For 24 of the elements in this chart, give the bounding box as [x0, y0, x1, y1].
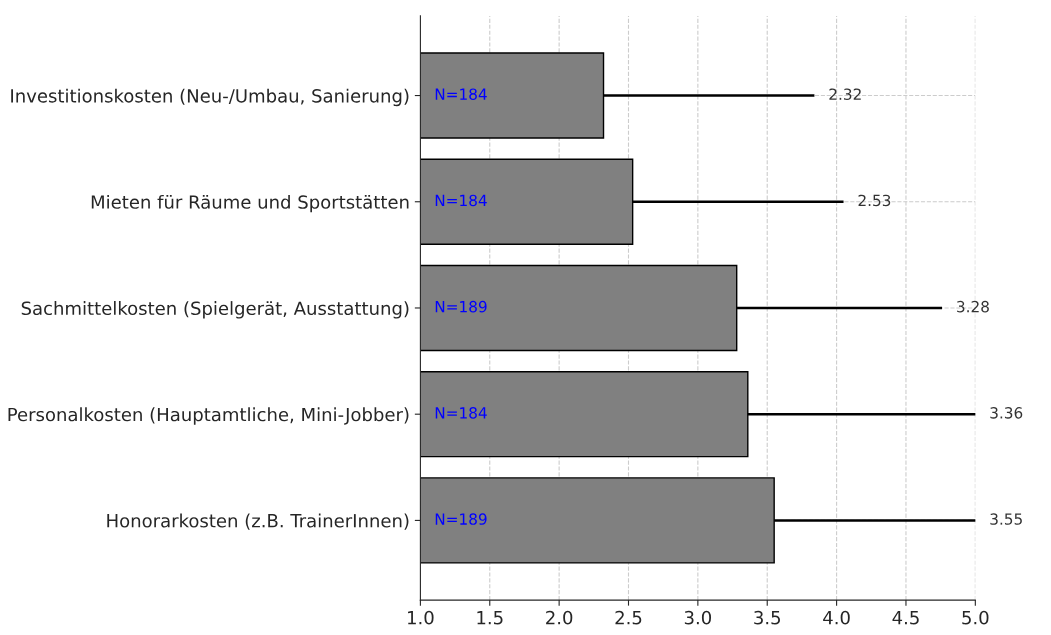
annotation: 3.28 [957, 300, 989, 313]
x-tick-label: 1.5 [477, 611, 503, 625]
annotation: 3.36 [990, 407, 1023, 419]
annotation: 3.55 [990, 513, 1022, 525]
x-tick-label: 3.5 [754, 610, 781, 625]
annotation: N=189 [435, 513, 487, 525]
annotation: 2.53 [858, 194, 891, 207]
y-tick-label: Personalkosten (Hauptamtliche, Mini-Jobber) [8, 407, 409, 425]
annotation: N=184 [435, 407, 487, 419]
x-tick-label: 5.0 [962, 610, 989, 625]
y-tick-label: Honorarkosten (z.B. TrainerInnen) [107, 513, 409, 530]
x-tick-label: 3.0 [684, 610, 712, 625]
annotation: N=184 [435, 88, 487, 100]
annotation: N=189 [435, 300, 487, 313]
x-tick-label: 2.0 [546, 610, 573, 625]
annotation: N=184 [435, 194, 487, 207]
y-tick-label: Mieten für Räume und Sportstätten [91, 194, 409, 213]
x-tick-label: 1.0 [408, 610, 434, 625]
x-tick-label: 4.5 [892, 611, 919, 625]
x-tick-label: 2.5 [615, 610, 642, 625]
x-tick-label: 4.0 [823, 610, 850, 625]
annotation: 2.32 [829, 88, 861, 100]
y-tick-label: Investitionskosten (Neu-/Umbau, Sanierung) [11, 88, 409, 107]
y-tick-label: Sachmittelkosten (Spielgerät, Ausstattung) [21, 301, 409, 319]
